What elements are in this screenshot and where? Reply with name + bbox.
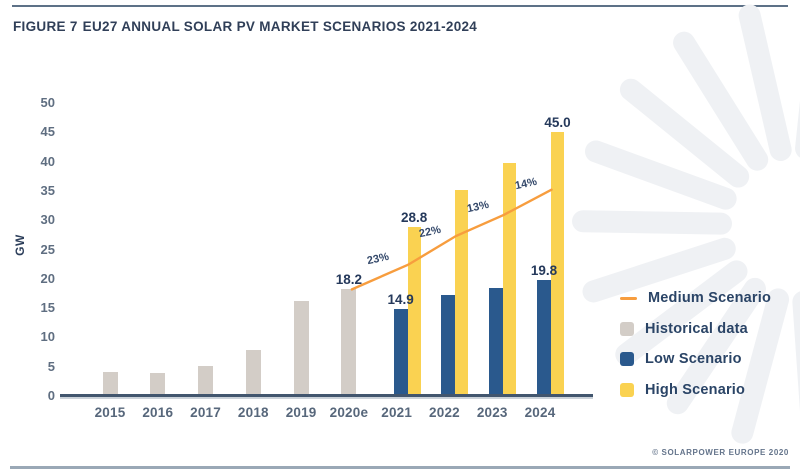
x-tick-label: 2023	[476, 405, 508, 420]
y-tick-label: 5	[47, 358, 55, 374]
value-label-2021-high: 28.8	[401, 210, 428, 226]
growth-label: 23%	[366, 250, 391, 268]
bar-low-2023	[489, 287, 504, 396]
x-tick-label: 2021	[381, 405, 413, 420]
x-axis-line	[60, 394, 593, 397]
y-tick-label: 0	[47, 388, 55, 403]
top-divider	[12, 5, 788, 7]
legend-swatch-icon	[620, 382, 634, 397]
legend-swatch-icon	[620, 352, 634, 367]
value-label-2024-high: 45.0	[544, 115, 571, 131]
y-tick-label: 20	[40, 270, 55, 286]
legend-label: Medium Scenario	[648, 290, 772, 307]
bar-high-2023	[503, 163, 517, 396]
bar-low-2024	[537, 279, 552, 396]
bar-low-2022	[441, 295, 456, 396]
legend: Medium Scenario Historical data Low Scenar…	[620, 283, 771, 405]
page-title: EU27 ANNUAL SOLAR PV MARKET SCENARIOS 20…	[82, 19, 478, 34]
legend-item: Historical data	[620, 314, 771, 345]
legend-swatch-icon	[620, 321, 634, 336]
y-tick-label: 40	[40, 153, 55, 169]
x-tick-label: 2015	[94, 405, 126, 420]
growth-label: 22%	[418, 224, 443, 241]
bar-high-2024	[551, 132, 565, 396]
y-tick-label: 10	[40, 329, 55, 345]
y-tick-label: 50	[40, 95, 55, 110]
y-tick-label: 15	[40, 300, 55, 316]
y-tick-label: 25	[40, 241, 55, 257]
bar-historical-2016	[150, 372, 166, 396]
figure-title-row: FIGURE 7 EU27 ANNUAL SOLAR PV MARKET SCEN…	[13, 19, 477, 34]
x-tick-label: 2016	[142, 405, 174, 420]
bar-low-2021	[393, 308, 408, 396]
value-label-2021-low: 14.9	[387, 291, 414, 307]
figure-label: FIGURE 7	[13, 19, 78, 34]
bar-historical-2019	[293, 301, 309, 396]
bar-high-2022	[455, 189, 469, 396]
x-tick-label: 2019	[285, 405, 317, 420]
legend-label: Low Scenario	[645, 351, 742, 368]
legend-item: Medium Scenario	[620, 283, 771, 314]
bar-historical-2020e	[341, 289, 357, 396]
bottom-divider	[10, 466, 790, 469]
legend-label: Historical data	[645, 320, 748, 337]
bar-historical-2015	[102, 371, 118, 396]
value-label-2020e-historical: 18.2	[335, 272, 363, 288]
y-tick-label: 35	[40, 182, 55, 198]
x-tick-label: 2022	[429, 405, 460, 420]
bar-historical-2018	[245, 350, 261, 396]
x-tick-label: 2018	[237, 405, 269, 420]
x-tick-label: 2024	[524, 405, 556, 420]
y-tick-label: 30	[40, 212, 55, 228]
legend-item: Low Scenario	[620, 344, 771, 375]
legend-label: High Scenario	[645, 381, 746, 398]
bar-high-2021	[407, 227, 421, 396]
x-tick-label: 2020e	[329, 405, 369, 420]
legend-swatch-icon	[620, 296, 637, 300]
bar-historical-2017	[198, 366, 214, 396]
value-label-2024-low: 19.8	[530, 262, 558, 278]
copyright-note: © SOLARPOWER EUROPE 2020	[652, 448, 789, 457]
x-tick-label: 2017	[190, 405, 221, 420]
y-tick-label: 45	[40, 124, 55, 140]
legend-item: High Scenario	[620, 375, 771, 406]
